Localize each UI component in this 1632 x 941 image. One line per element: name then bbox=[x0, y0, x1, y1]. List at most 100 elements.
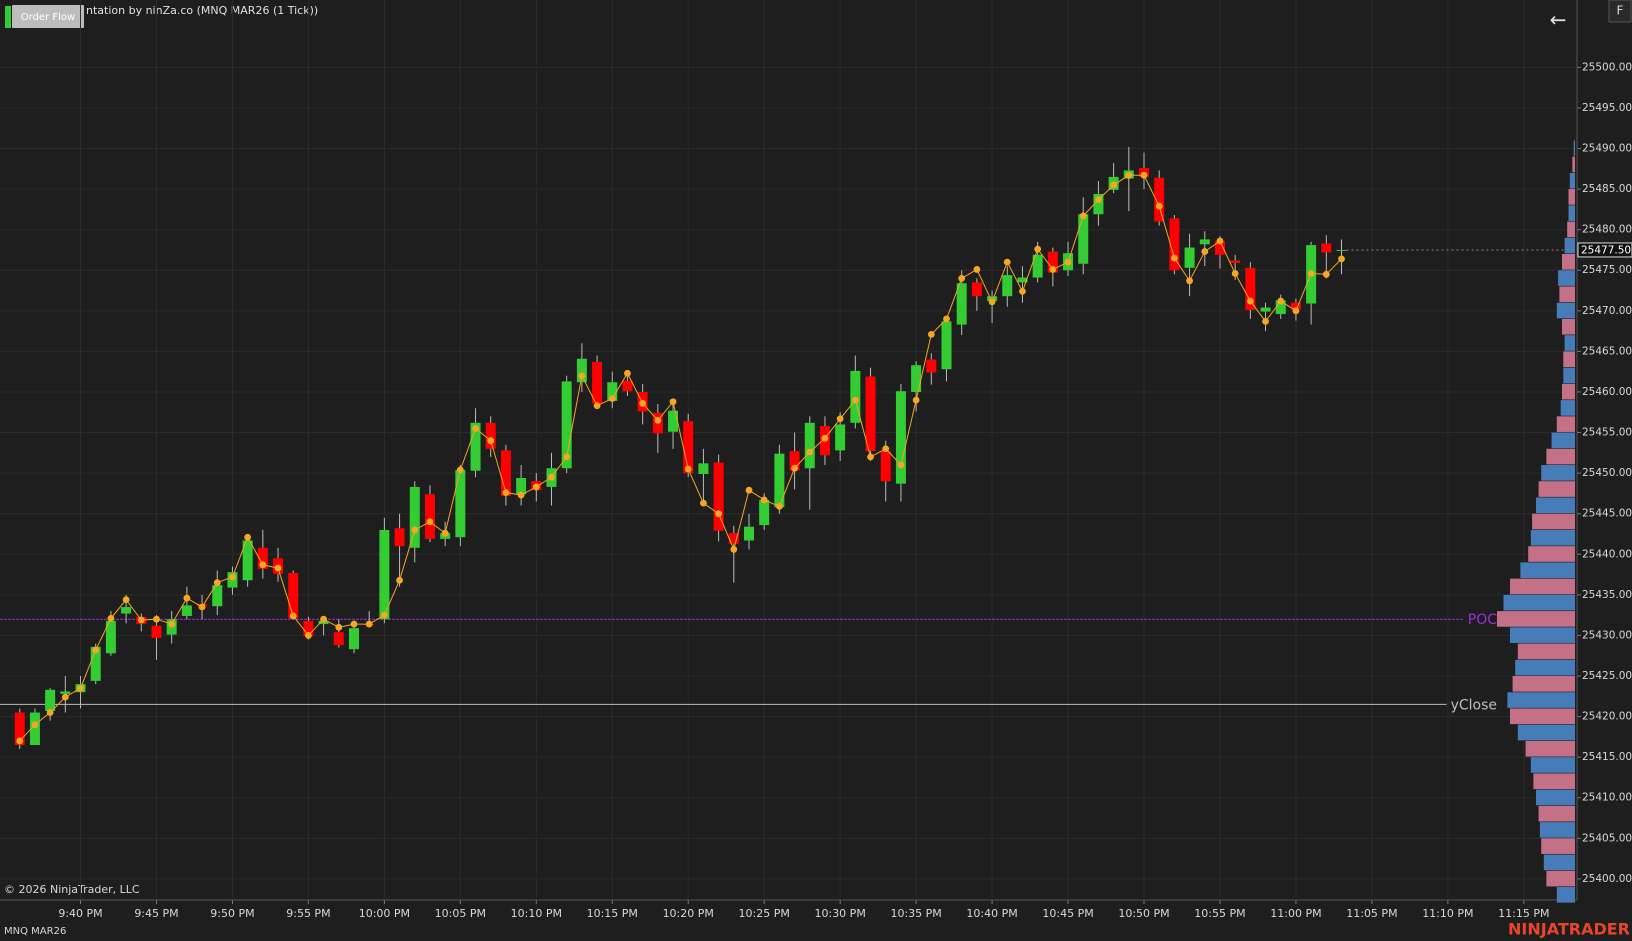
overlay-dot bbox=[973, 266, 981, 273]
overlay-dot bbox=[16, 737, 24, 745]
ref-line-label: POC bbox=[1468, 612, 1497, 628]
overlay-dot bbox=[851, 396, 859, 404]
overlay-dot bbox=[61, 693, 69, 701]
profile-bar bbox=[1532, 513, 1575, 530]
f-button-box[interactable] bbox=[1608, 0, 1632, 23]
overlay-dot bbox=[153, 615, 160, 623]
candle-body bbox=[728, 533, 739, 544]
order-flow-button[interactable] bbox=[12, 5, 84, 28]
profile-bar bbox=[1515, 659, 1575, 676]
candle-body bbox=[926, 359, 937, 373]
overlay-dot bbox=[502, 489, 510, 497]
candle-body bbox=[1002, 275, 1013, 297]
y-tick-label: 25475.00 bbox=[1582, 264, 1632, 276]
logo: NINJATRADER bbox=[1508, 920, 1630, 939]
order-flow-button-label[interactable]: Order Flow bbox=[21, 12, 75, 23]
candle-body bbox=[1245, 267, 1256, 311]
candle-body bbox=[941, 321, 952, 370]
candle-body bbox=[1290, 302, 1301, 310]
candle-body bbox=[683, 421, 694, 474]
overlay-dot bbox=[836, 415, 844, 423]
overlay-dot bbox=[624, 369, 631, 377]
overlay-dot bbox=[608, 395, 616, 402]
profile-bar bbox=[1497, 611, 1575, 627]
y-tick-label: 25430.00 bbox=[1582, 629, 1632, 641]
candle-body bbox=[394, 528, 405, 547]
overlay-dot bbox=[46, 709, 54, 716]
candle-body bbox=[379, 529, 390, 620]
overlay-dot bbox=[350, 620, 358, 628]
overlay-dot bbox=[107, 614, 115, 622]
overlay-dot bbox=[912, 396, 920, 404]
overlay-dot bbox=[320, 615, 328, 623]
y-tick-label: 25435.00 bbox=[1582, 589, 1632, 601]
profile-bar bbox=[1530, 757, 1575, 773]
y-tick-label: 25465.00 bbox=[1582, 345, 1632, 357]
profile-bar bbox=[1556, 887, 1575, 903]
x-tick-label: 10:35 PM bbox=[890, 907, 941, 920]
candle-body bbox=[516, 477, 527, 495]
chart-title: ntation by ninZa.co (MNQ MAR26 (1 Tick)) bbox=[86, 4, 318, 17]
candle-body bbox=[561, 381, 572, 469]
profile-bar bbox=[1546, 448, 1575, 465]
overlay-dot bbox=[122, 596, 130, 604]
profile-bar bbox=[1510, 627, 1575, 643]
profile-bar bbox=[1510, 578, 1575, 595]
candle-body bbox=[1336, 249, 1347, 251]
overlay-dot bbox=[426, 518, 434, 526]
x-tick-label: 10:25 PM bbox=[739, 907, 790, 920]
overlay-dot bbox=[441, 529, 449, 537]
overlay-dot bbox=[1307, 270, 1315, 277]
overlay-dot bbox=[548, 473, 555, 481]
profile-bar bbox=[1538, 481, 1575, 497]
candle-body bbox=[1214, 241, 1225, 255]
candle-body bbox=[303, 620, 314, 637]
candle-body bbox=[1017, 277, 1028, 283]
profile-bar bbox=[1562, 318, 1575, 335]
overlay-dot bbox=[1140, 171, 1148, 179]
profile-bar bbox=[1517, 643, 1575, 660]
candle-body bbox=[60, 691, 71, 694]
overlay-dot bbox=[77, 684, 84, 692]
profile-bar bbox=[1563, 367, 1575, 384]
back-button[interactable]: ← bbox=[1550, 8, 1567, 32]
candle-body bbox=[181, 605, 192, 616]
overlay-dot bbox=[684, 465, 692, 473]
f-button[interactable]: F bbox=[1617, 4, 1624, 18]
candle-body bbox=[789, 451, 800, 471]
overlay-dot bbox=[365, 620, 373, 628]
overlay-dot bbox=[1262, 317, 1269, 325]
overlay-dot bbox=[1216, 237, 1224, 245]
overlay-dot bbox=[1064, 258, 1072, 266]
overlay-dot bbox=[578, 372, 586, 380]
y-tick-label: 25450.00 bbox=[1582, 467, 1632, 479]
y-tick-label: 25440.00 bbox=[1582, 548, 1632, 560]
overlay-dot bbox=[1246, 297, 1254, 305]
candle-body bbox=[1321, 243, 1332, 253]
x-tick-label: 10:05 PM bbox=[435, 907, 486, 920]
overlay-dot bbox=[791, 464, 798, 472]
overlay-dot bbox=[927, 330, 935, 338]
candle-body bbox=[865, 376, 876, 452]
profile-bar bbox=[1572, 156, 1575, 173]
profile-bar bbox=[1563, 351, 1575, 368]
x-tick-label: 9:40 PM bbox=[58, 907, 102, 920]
overlay-dot bbox=[1110, 181, 1118, 189]
x-tick-label: 10:20 PM bbox=[663, 907, 714, 920]
profile-bar bbox=[1536, 497, 1575, 514]
overlay-dot bbox=[380, 611, 388, 619]
candle-body bbox=[911, 365, 922, 392]
overlay-dot bbox=[1003, 258, 1011, 266]
y-tick-label: 25470.00 bbox=[1582, 305, 1632, 317]
profile-bar bbox=[1539, 822, 1575, 838]
candle-body bbox=[1169, 218, 1180, 271]
overlay-dot bbox=[456, 466, 464, 474]
overlay-dot bbox=[1277, 297, 1285, 305]
overlay-dot bbox=[411, 526, 419, 534]
candle-body bbox=[212, 585, 223, 607]
overlay-dot bbox=[229, 573, 236, 581]
overlay-dot bbox=[396, 576, 403, 584]
overlay-dot bbox=[563, 453, 571, 461]
overlay-dot bbox=[775, 503, 783, 510]
